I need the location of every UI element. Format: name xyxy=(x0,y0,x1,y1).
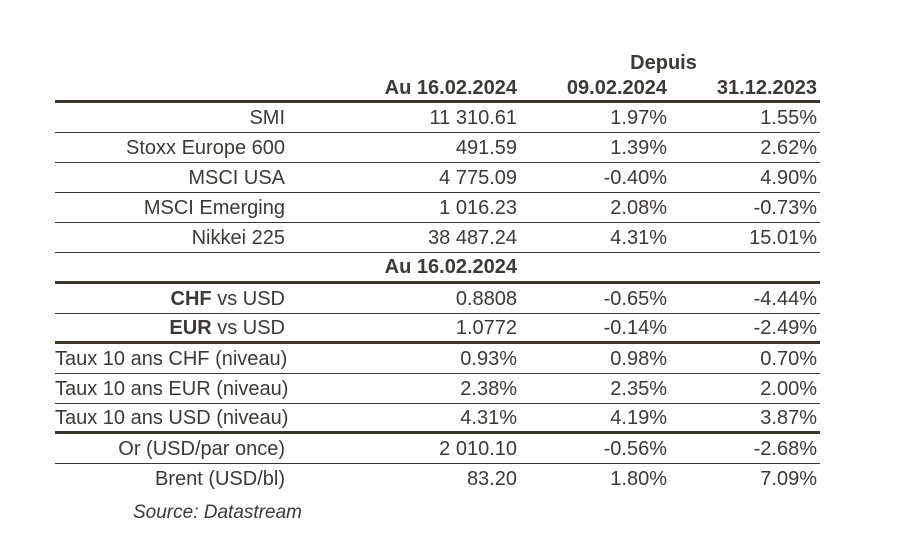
value-since1: 4.19% xyxy=(610,406,667,429)
row-label: CHF vs USD xyxy=(55,289,285,309)
row-chf-vs-usd: CHF vs USD 0.8808 -0.65% -4.44% xyxy=(55,284,820,314)
row-label: SMI xyxy=(249,106,285,129)
value-since2: -2.49% xyxy=(753,316,817,339)
value-since2: 2.00% xyxy=(760,377,817,400)
value-asof: 0.8808 xyxy=(455,287,517,310)
row-taux-10-ans-eur: Taux 10 ans EUR (niveau) 2.38% 2.35% 2.0… xyxy=(55,374,820,404)
value-asof: 4 775.09 xyxy=(439,166,517,189)
row-label: Or (USD/par once) xyxy=(118,437,285,460)
value-asof: 491.59 xyxy=(455,136,517,159)
row-label: Brent (USD/bl) xyxy=(154,468,285,490)
depuis-row: Depuis xyxy=(55,50,820,76)
value-since2: -4.44% xyxy=(753,287,817,310)
value-since1: 2.35% xyxy=(610,377,667,400)
row-brent: Brent (USD/bl) 83.20 1.80% 7.09% xyxy=(55,464,820,494)
value-since2: -2.68% xyxy=(753,437,817,460)
currency-code: EUR xyxy=(169,316,212,339)
value-since1: -0.14% xyxy=(603,316,667,339)
column-header-row: Au 16.02.2024 09.02.2024 31.12.2023 xyxy=(55,76,820,103)
row-label: MSCI USA xyxy=(188,166,285,189)
value-since2: 3.87% xyxy=(760,406,817,429)
value-since2: 0.70% xyxy=(760,347,817,370)
value-since1: 1.39% xyxy=(610,136,667,159)
row-stoxx-europe-600: Stoxx Europe 600 491.59 1.39% 2.62% xyxy=(55,133,820,163)
row-eur-vs-usd: EUR vs USD 1.0772 -0.14% -2.49% xyxy=(55,314,820,344)
row-nikkei-225: Nikkei 225 38 487.24 4.31% 15.01% xyxy=(55,223,820,253)
value-since2: 4.90% xyxy=(760,166,817,189)
row-label: EUR vs USD xyxy=(55,318,285,338)
currency-pair-suffix: vs USD xyxy=(211,287,285,310)
value-since1: -0.56% xyxy=(603,437,667,460)
row-taux-10-ans-usd: Taux 10 ans USD (niveau) 4.31% 4.19% 3.8… xyxy=(55,404,820,434)
row-msci-emerging: MSCI Emerging 1 016.23 2.08% -0.73% xyxy=(55,193,820,223)
currency-code: CHF xyxy=(170,287,212,310)
row-smi: SMI 11 310.61 1.97% 1.55% xyxy=(55,103,820,133)
value-since1: 2.08% xyxy=(610,196,667,219)
column-header-asof: Au 16.02.2024 xyxy=(384,77,517,99)
row-label: MSCI Emerging xyxy=(143,196,285,219)
value-asof: 2 010.10 xyxy=(439,437,517,460)
value-asof: 83.20 xyxy=(466,468,517,490)
value-asof: 0.93% xyxy=(460,347,517,370)
value-since1: 1.97% xyxy=(610,106,667,129)
row-or: Or (USD/par once) 2 010.10 -0.56% -2.68% xyxy=(55,434,820,464)
section-header-row: Au 16.02.2024 xyxy=(55,253,820,284)
value-since2: 1.55% xyxy=(760,106,817,129)
row-label: Nikkei 225 xyxy=(191,226,285,249)
value-asof: 38 487.24 xyxy=(428,226,517,249)
value-since1: 1.80% xyxy=(610,468,667,490)
column-header-since1: 09.02.2024 xyxy=(566,77,667,99)
market-data-table: Depuis Au 16.02.2024 09.02.2024 31.12.20… xyxy=(55,50,820,524)
row-label: Taux 10 ans CHF (niveau) xyxy=(55,347,288,370)
value-since1: -0.40% xyxy=(603,166,667,189)
value-since2: -0.73% xyxy=(753,196,817,219)
currency-pair-suffix: vs USD xyxy=(211,316,285,339)
value-asof: 1 016.23 xyxy=(439,196,517,219)
column-header-since2: 31.12.2023 xyxy=(716,77,817,99)
row-taux-10-ans-chf: Taux 10 ans CHF (niveau) 0.93% 0.98% 0.7… xyxy=(55,344,820,374)
value-since2: 7.09% xyxy=(760,468,817,490)
row-label: Taux 10 ans USD (niveau) xyxy=(55,406,289,429)
value-since1: 4.31% xyxy=(610,226,667,249)
value-asof: 11 310.61 xyxy=(429,106,518,129)
section-header-asof: Au 16.02.2024 xyxy=(384,256,517,278)
value-asof: 1.0772 xyxy=(455,316,517,339)
value-since1: 0.98% xyxy=(610,347,667,370)
row-label: Taux 10 ans EUR (niveau) xyxy=(55,377,289,400)
value-since1: -0.65% xyxy=(603,287,667,310)
depuis-header: Depuis xyxy=(630,52,697,74)
value-asof: 4.31% xyxy=(460,406,517,429)
source-note: Source: Datastream xyxy=(133,502,302,523)
value-asof: 2.38% xyxy=(460,377,517,400)
row-msci-usa: MSCI USA 4 775.09 -0.40% 4.90% xyxy=(55,163,820,193)
row-label: Stoxx Europe 600 xyxy=(126,136,285,159)
value-since2: 15.01% xyxy=(749,226,817,249)
value-since2: 2.62% xyxy=(760,136,817,159)
